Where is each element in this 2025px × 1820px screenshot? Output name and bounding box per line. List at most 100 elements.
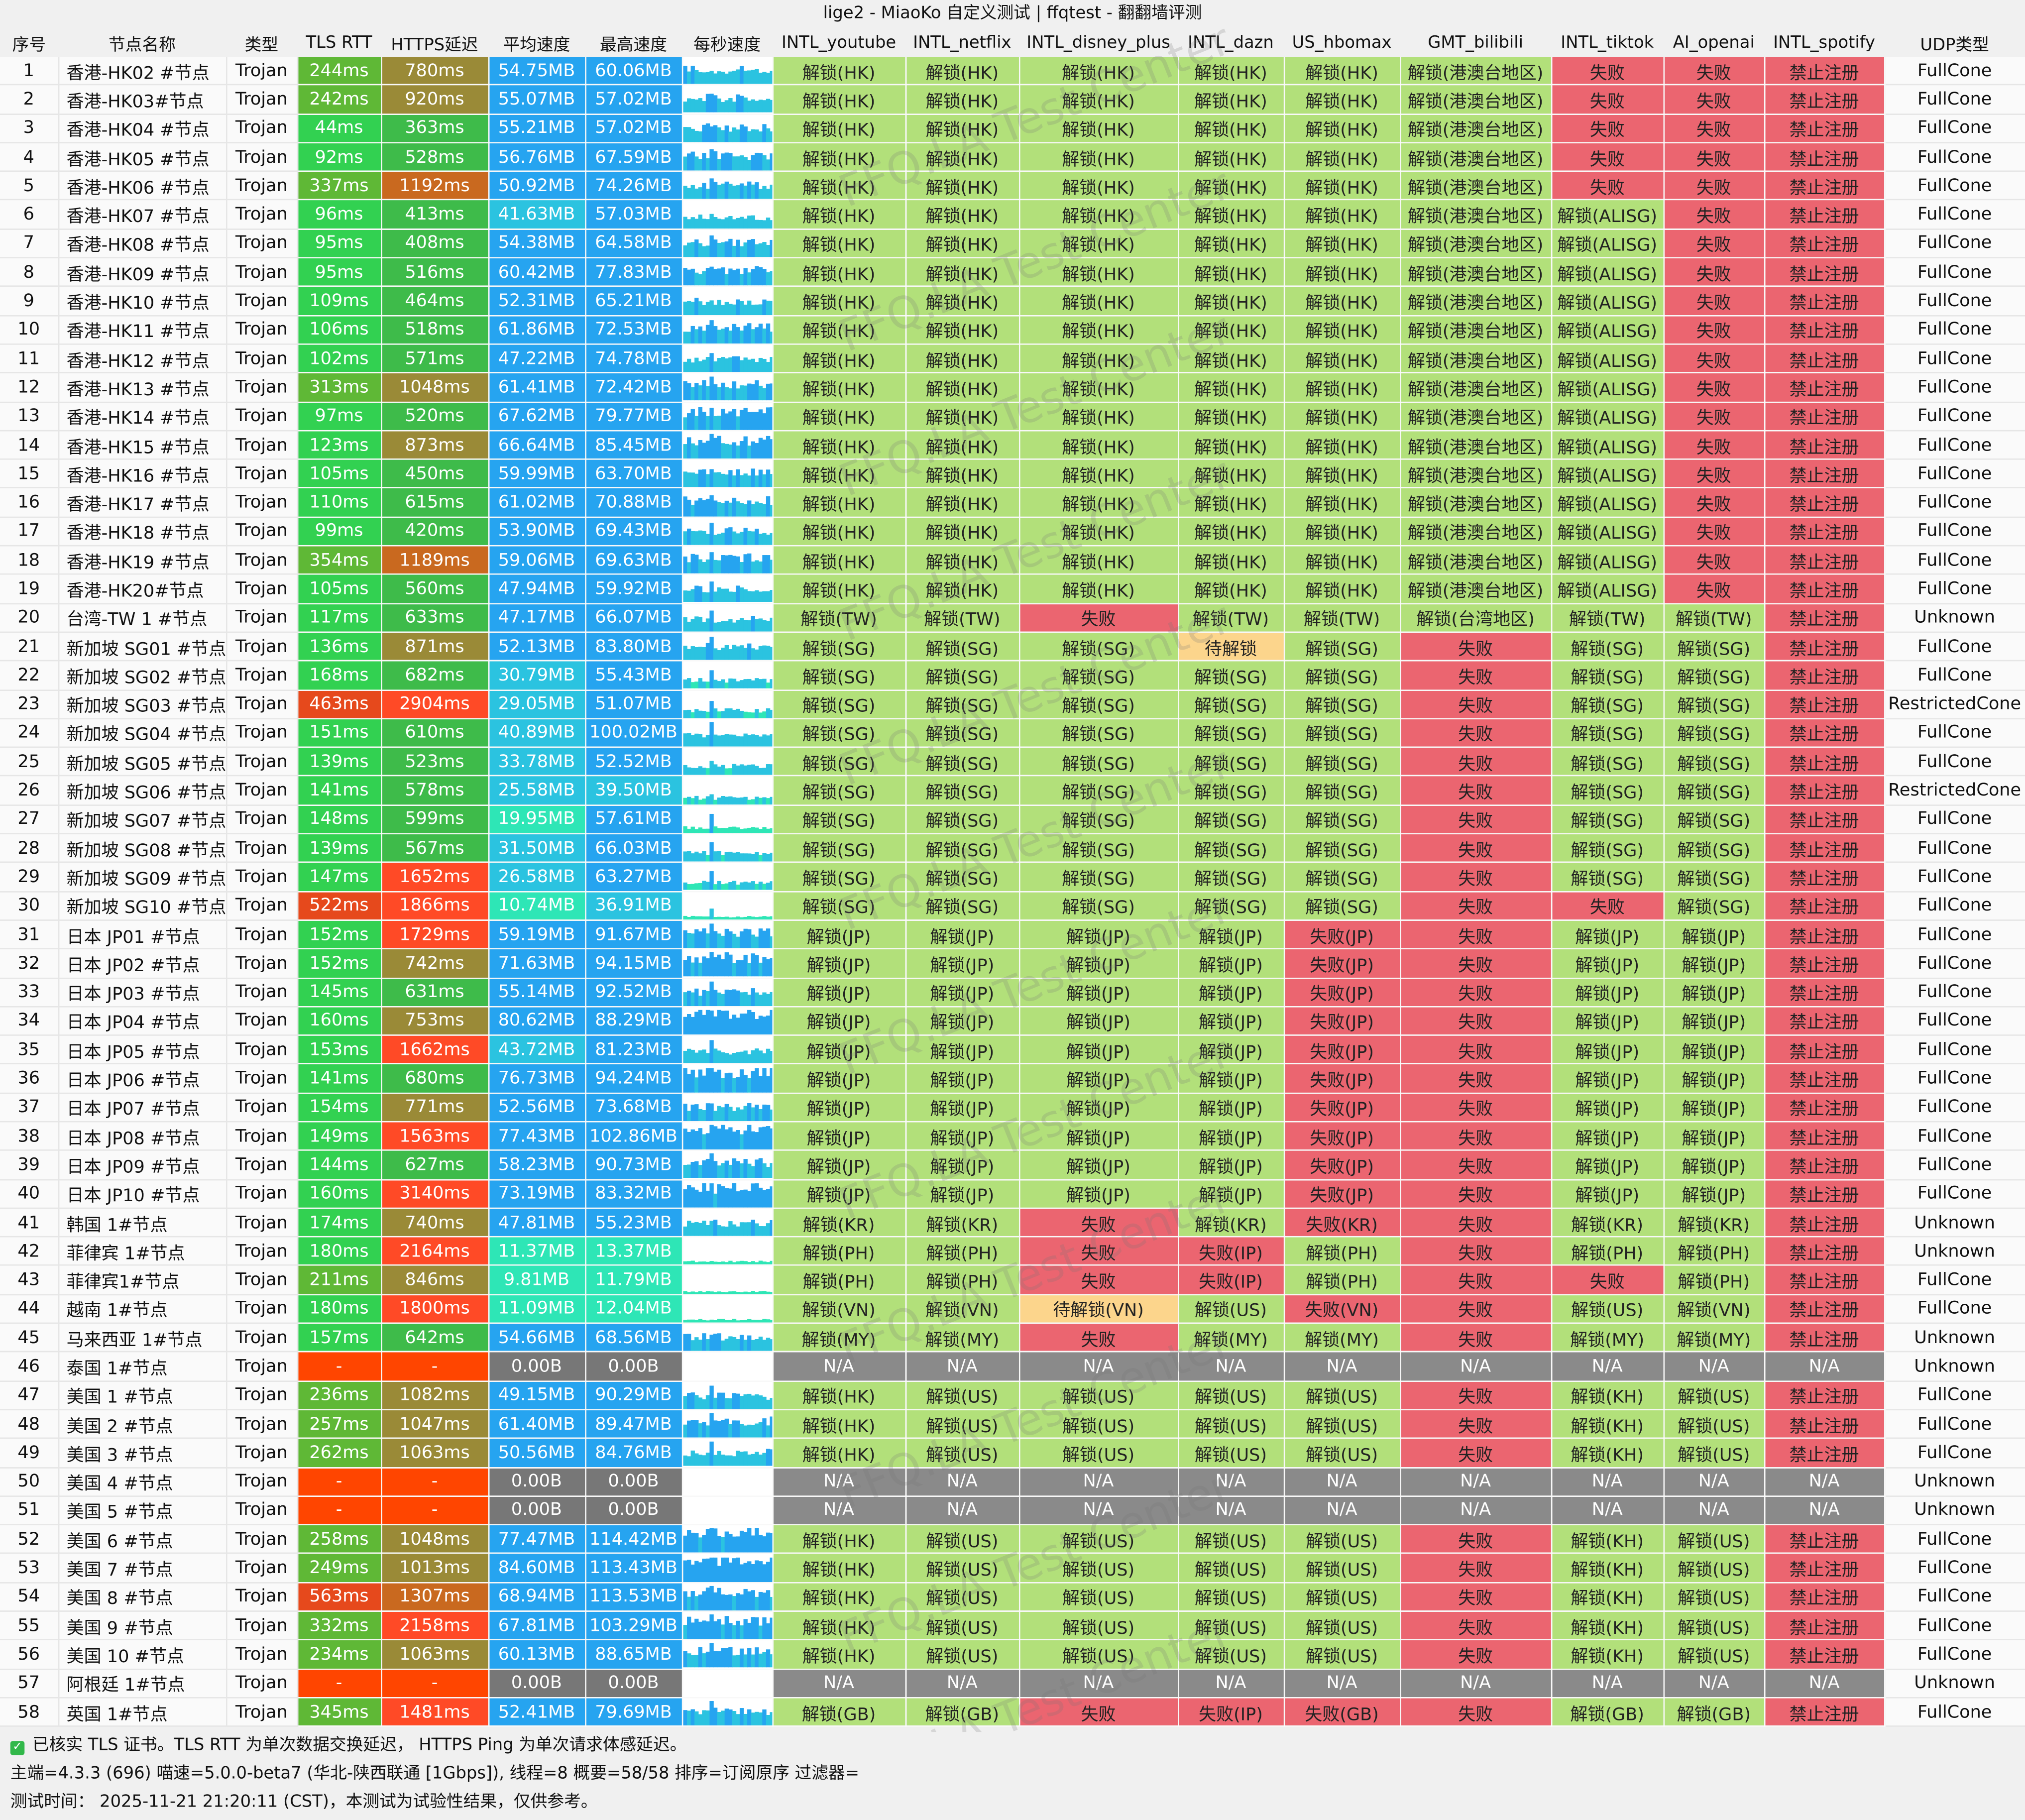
node-type: Trojan — [226, 920, 298, 950]
table-row[interactable]: 23 新加坡 SG03 #节点 Trojan 463ms 2904ms 29.05MB 51… — [0, 689, 2025, 719]
table-row[interactable]: 1 香港-HK02 #节点 Trojan 244ms 780ms 54.75MB 60.06… — [0, 57, 2025, 86]
table-row[interactable]: 7 香港-HK08 #节点 Trojan 95ms 408ms 54.38MB 64.58M… — [0, 228, 2025, 259]
table-row[interactable]: 25 新加坡 SG05 #节点 Trojan 139ms 523ms 33.78MB 52.… — [0, 747, 2025, 777]
speed-bar — [727, 153, 732, 170]
table-row[interactable]: 5 香港-HK06 #节点 Trojan 337ms 1192ms 50.92MB 74.2… — [0, 171, 2025, 201]
disney-plus-status: 解锁(JP) — [1018, 920, 1179, 950]
udp-type: FullCone — [1884, 920, 2025, 950]
table-row[interactable]: 30 新加坡 SG10 #节点 Trojan 522ms 1866ms 10.74MB 36… — [0, 891, 2025, 921]
table-row[interactable]: 2 香港-HK03#节点 Trojan 242ms 920ms 55.07MB 57.02M… — [0, 85, 2025, 114]
avg-speed-cell: 60.13MB — [488, 1640, 586, 1670]
table-row[interactable]: 47 美国 1 #节点 Trojan 236ms 1082ms 49.15MB 90.29M… — [0, 1380, 2025, 1410]
table-row[interactable]: 40 日本 JP10 #节点 Trojan 160ms 3140ms 73.19MB 83.… — [0, 1179, 2025, 1209]
table-row[interactable]: 39 日本 JP09 #节点 Trojan 144ms 627ms 58.23MB 90.7… — [0, 1150, 2025, 1180]
speed-bar — [724, 769, 728, 775]
youtube-status: 解锁(PH) — [772, 1237, 906, 1266]
column-header[interactable]: GMT_bilibili — [1400, 28, 1551, 57]
table-row[interactable]: 46 泰国 1#节点 Trojan - -0.00B 0.00B N/A N/A N/A N/A N… — [0, 1352, 2025, 1382]
table-row[interactable]: 34 日本 JP04 #节点 Trojan 160ms 753ms 80.62MB 88.2… — [0, 1006, 2025, 1036]
table-row[interactable]: 31 日本 JP01 #节点 Trojan 152ms 1729ms 59.19MB 91.… — [0, 920, 2025, 950]
column-header[interactable]: 最高速度 — [585, 28, 682, 57]
column-header[interactable]: HTTPS延迟 — [381, 28, 488, 57]
table-row[interactable]: 55 美国 9 #节点 Trojan 332ms 2158ms 67.81MB 103.29… — [0, 1611, 2025, 1641]
speed-bar — [724, 734, 728, 746]
table-row[interactable]: 22 新加坡 SG02 #节点 Trojan 168ms 682ms 30.79MB 55.… — [0, 661, 2025, 690]
table-row[interactable]: 50 美国 4 #节点 Trojan - -0.00B 0.00B N/A N/A N/A N/A… — [0, 1467, 2025, 1497]
table-row[interactable]: 37 日本 JP07 #节点 Trojan 154ms 771ms 52.56MB 73.6… — [0, 1093, 2025, 1123]
table-row[interactable]: 53 美国 7 #节点 Trojan 249ms 1013ms 84.60MB 113.43… — [0, 1553, 2025, 1584]
speed-bar — [765, 764, 770, 775]
table-row[interactable]: 32 日本 JP02 #节点 Trojan 152ms 742ms 71.63MB 94.1… — [0, 949, 2025, 979]
column-header[interactable]: UDP类型 — [1884, 28, 2025, 57]
table-row[interactable]: 14 香港-HK15 #节点 Trojan 123ms 873ms 66.64MB 85.4… — [0, 430, 2025, 460]
table-row[interactable]: 27 新加坡 SG07 #节点 Trojan 148ms 599ms 19.95MB 57.… — [0, 804, 2025, 835]
speed-bar — [739, 96, 743, 113]
column-header[interactable]: INTL_netflix — [905, 28, 1019, 57]
table-row[interactable]: 43 菲律宾1#节点 Trojan 211ms 846ms 9.81MB 11.79MB 解锁… — [0, 1265, 2025, 1295]
speed-bar — [735, 852, 740, 861]
table-row[interactable]: 12 香港-HK13 #节点 Trojan 313ms 1048ms 61.41MB 72.… — [0, 373, 2025, 403]
column-header[interactable]: 节点名称 — [58, 28, 226, 57]
bilibili-status: 解锁(台湾地区) — [1400, 603, 1552, 633]
table-row[interactable]: 24 新加坡 SG04 #节点 Trojan 151ms 610ms 40.89MB 100… — [0, 718, 2025, 748]
table-row[interactable]: 41 韩国 1#节点 Trojan 174ms 740ms 47.81MB 55.23MB 解… — [0, 1208, 2025, 1238]
table-row[interactable]: 48 美国 2 #节点 Trojan 257ms 1047ms 61.40MB 89.47M… — [0, 1409, 2025, 1439]
column-header[interactable]: TLS RTT — [297, 28, 381, 57]
table-row[interactable]: 33 日本 JP03 #节点 Trojan 145ms 631ms 55.14MB 92.5… — [0, 977, 2025, 1008]
column-header[interactable]: INTL_disney_plus — [1018, 28, 1178, 57]
column-header[interactable]: AI_openai — [1663, 28, 1764, 57]
disney-plus-status: 解锁(US) — [1018, 1553, 1179, 1584]
table-row[interactable]: 42 菲律宾 1#节点 Trojan 180ms 2164ms 11.37MB 13.37M… — [0, 1237, 2025, 1266]
disney-plus-status: 解锁(HK) — [1018, 257, 1179, 287]
table-row[interactable]: 36 日本 JP06 #节点 Trojan 141ms 680ms 76.73MB 94.2… — [0, 1064, 2025, 1094]
table-row[interactable]: 51 美国 5 #节点 Trojan - -0.00B 0.00B N/A N/A N/A N/A… — [0, 1496, 2025, 1526]
column-header[interactable]: INTL_tiktok — [1551, 28, 1664, 57]
column-header[interactable]: INTL_spotify — [1764, 28, 1885, 57]
table-row[interactable]: 56 美国 10 #节点 Trojan 234ms 1063ms 60.13MB 88.65… — [0, 1640, 2025, 1670]
table-row[interactable]: 6 香港-HK07 #节点 Trojan 96ms 413ms 41.63MB 57.03M… — [0, 200, 2025, 230]
table-row[interactable]: 8 香港-HK09 #节点 Trojan 95ms 516ms 60.42MB 77.83M… — [0, 257, 2025, 287]
table-row[interactable]: 20 台湾-TW 1 #节点 Trojan 117ms 633ms 47.17MB 66.0… — [0, 603, 2025, 633]
table-row[interactable]: 29 新加坡 SG09 #节点 Trojan 147ms 1652ms 26.58MB 63… — [0, 862, 2025, 892]
table-row[interactable]: 49 美国 3 #节点 Trojan 262ms 1063ms 50.56MB 84.76M… — [0, 1438, 2025, 1468]
table-row[interactable]: 15 香港-HK16 #节点 Trojan 105ms 450ms 59.99MB 63.7… — [0, 459, 2025, 489]
table-row[interactable]: 28 新加坡 SG08 #节点 Trojan 139ms 567ms 31.50MB 66.… — [0, 833, 2025, 863]
table-row[interactable]: 45 马来西亚 1#节点 Trojan 157ms 642ms 54.66MB 68.56M… — [0, 1323, 2025, 1353]
speed-bar — [746, 384, 751, 401]
table-row[interactable]: 21 新加坡 SG01 #节点 Trojan 136ms 871ms 52.13MB 83.… — [0, 632, 2025, 662]
table-row[interactable]: 58 英国 1#节点 Trojan 345ms 1481ms 52.41MB 79.69MB… — [0, 1698, 2025, 1727]
table-row[interactable]: 44 越南 1#节点 Trojan 180ms 1800ms 11.09MB 12.04MB… — [0, 1294, 2025, 1324]
table-row[interactable]: 35 日本 JP05 #节点 Trojan 153ms 1662ms 43.72MB 81.… — [0, 1035, 2025, 1065]
bilibili-status: 解锁(港澳台地区) — [1400, 171, 1552, 201]
openai-status: 解锁(JP) — [1663, 1064, 1765, 1094]
column-header[interactable]: 类型 — [226, 28, 297, 57]
node-type: Trojan — [226, 85, 298, 114]
table-row[interactable]: 52 美国 6 #节点 Trojan 258ms 1048ms 77.47MB 114.42… — [0, 1525, 2025, 1555]
max-speed-cell: 55.23MB — [585, 1208, 683, 1238]
column-header[interactable]: US_hbomax — [1283, 28, 1400, 57]
table-row[interactable]: 10 香港-HK11 #节点 Trojan 106ms 518ms 61.86MB 72.5… — [0, 315, 2025, 345]
column-header[interactable]: 平均速度 — [488, 28, 585, 57]
table-row[interactable]: 11 香港-HK12 #节点 Trojan 102ms 571ms 47.22MB 74.7… — [0, 344, 2025, 374]
table-row[interactable]: 57 阿根廷 1#节点 Trojan - -0.00B 0.00B N/A N/A N/A N/A… — [0, 1669, 2025, 1699]
table-row[interactable]: 26 新加坡 SG06 #节点 Trojan 141ms 578ms 25.58MB 39.… — [0, 776, 2025, 806]
speed-bar — [720, 620, 725, 631]
column-header[interactable]: INTL_youtube — [772, 28, 905, 57]
speed-bar — [727, 931, 732, 948]
table-row[interactable]: 9 香港-HK10 #节点 Trojan 109ms 464ms 52.31MB 65.21… — [0, 286, 2025, 316]
table-row[interactable]: 4 香港-HK05 #节点 Trojan 92ms 528ms 56.76MB 67.59M… — [0, 142, 2025, 172]
netflix-status: 解锁(PH) — [905, 1265, 1020, 1295]
table-row[interactable]: 38 日本 JP08 #节点 Trojan 149ms 1563ms 77.43MB 102… — [0, 1122, 2025, 1151]
table-row[interactable]: 13 香港-HK14 #节点 Trojan 97ms 520ms 67.62MB 79.77… — [0, 402, 2025, 432]
column-header[interactable]: INTL_dazn — [1178, 28, 1284, 57]
speed-bar — [731, 1595, 736, 1610]
column-header[interactable]: 序号 — [0, 28, 58, 57]
table-row[interactable]: 18 香港-HK19 #节点 Trojan 354ms 1189ms 59.06MB 69.… — [0, 546, 2025, 575]
column-header[interactable]: 每秒速度 — [681, 28, 773, 57]
table-row[interactable]: 3 香港-HK04 #节点 Trojan 44ms 363ms 55.21MB 57.02M… — [0, 114, 2025, 143]
table-row[interactable]: 17 香港-HK18 #节点 Trojan 99ms 420ms 53.90MB 69.43… — [0, 517, 2025, 547]
table-row[interactable]: 54 美国 8 #节点 Trojan 563ms 1307ms 68.94MB 113.53… — [0, 1582, 2025, 1612]
table-row[interactable]: 19 香港-HK20#节点 Trojan 105ms 560ms 47.94MB 59.92… — [0, 574, 2025, 604]
speed-bar — [754, 1560, 759, 1582]
table-row[interactable]: 16 香港-HK17 #节点 Trojan 110ms 615ms 61.02MB 70.8… — [0, 488, 2025, 518]
